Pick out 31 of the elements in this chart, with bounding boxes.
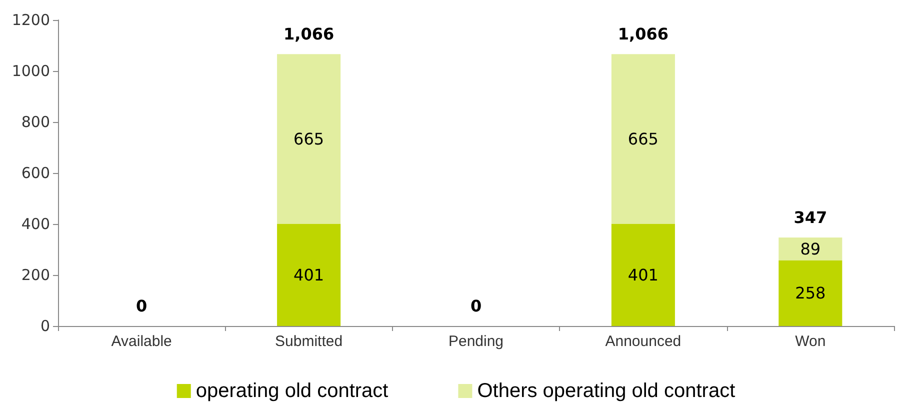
total-label: 0 bbox=[470, 296, 482, 316]
legend-label: operating old contract bbox=[196, 380, 389, 402]
x-tick-label: Pending bbox=[448, 333, 504, 350]
data-label: 258 bbox=[795, 284, 826, 303]
y-tick-label: 0 bbox=[40, 317, 50, 335]
bar bbox=[611, 224, 675, 326]
x-tick-label: Announced bbox=[605, 333, 682, 350]
bar bbox=[611, 54, 675, 224]
data-label: 665 bbox=[628, 129, 658, 148]
bar bbox=[277, 54, 341, 224]
x-tick-label: Submitted bbox=[275, 333, 343, 350]
y-tick-label: 1000 bbox=[12, 62, 50, 80]
data-label: 89 bbox=[800, 239, 821, 258]
total-label: 1,066 bbox=[283, 24, 334, 44]
x-tick-label: Won bbox=[795, 333, 826, 350]
bar bbox=[778, 260, 842, 326]
x-tick-label: Available bbox=[111, 333, 172, 350]
total-label: 0 bbox=[136, 296, 148, 316]
y-tick-label: 200 bbox=[21, 266, 50, 284]
y-tick-label: 600 bbox=[21, 164, 50, 182]
bar bbox=[277, 224, 341, 326]
data-label: 401 bbox=[294, 265, 324, 284]
y-tick-label: 800 bbox=[21, 113, 50, 131]
y-tick-label: 400 bbox=[21, 215, 50, 233]
bar bbox=[778, 238, 842, 260]
data-label: 401 bbox=[628, 265, 658, 284]
total-label: 1,066 bbox=[618, 24, 669, 44]
data-label: 665 bbox=[294, 129, 324, 148]
legend-label: Others operating old contract bbox=[477, 380, 736, 402]
y-tick-label: 1200 bbox=[12, 11, 50, 29]
total-label: 347 bbox=[794, 208, 828, 228]
